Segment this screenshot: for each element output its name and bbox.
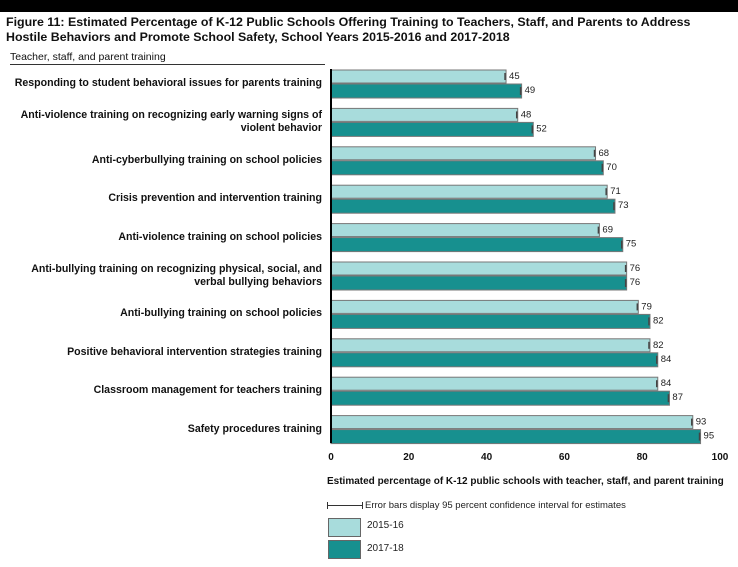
error-bar-note: Error bars display 95 percent confidence… [365, 500, 626, 511]
category-label: Anti-violence training on school policie… [118, 230, 322, 243]
category-label: Safety procedures training [187, 422, 322, 435]
bar-2015-16 [330, 107, 519, 122]
chart-title: Figure 11: Estimated Percentage of K-12 … [6, 15, 691, 44]
bar-2015-16 [330, 223, 600, 238]
category-label: Positive behavioral intervention strateg… [67, 345, 322, 358]
bar-2017-18 [330, 313, 651, 329]
category-label: Anti-cyberbullying training on school po… [91, 153, 322, 166]
bar-2017-18 [330, 352, 659, 368]
data-label: 76 [630, 263, 641, 274]
x-tick-label: 0 [328, 452, 334, 463]
legend-label-2017-18: 2017-18 [367, 543, 404, 554]
category-label: Crisis prevention and intervention train… [108, 192, 322, 205]
data-label: 75 [626, 239, 637, 250]
data-label: 76 [630, 277, 641, 288]
data-label: 69 [602, 225, 613, 236]
error-bar-legend-icon [327, 502, 363, 509]
data-label: 84 [661, 378, 672, 389]
bar-2015-16 [330, 69, 507, 84]
bar-2017-18 [330, 121, 534, 137]
x-tick-label: 20 [403, 452, 415, 463]
data-label: 87 [672, 392, 683, 403]
legend-label-2015-16: 2015-16 [367, 520, 404, 531]
bar-2015-16 [330, 415, 694, 430]
x-tick-label: 60 [559, 452, 571, 463]
data-label: 84 [661, 354, 672, 365]
data-label: 82 [653, 315, 664, 326]
data-label: 73 [618, 200, 629, 211]
data-label: 48 [521, 109, 532, 120]
bar-2017-18 [330, 429, 702, 445]
data-label: 49 [525, 85, 536, 96]
bar-2015-16 [330, 338, 651, 353]
data-label: 52 [536, 123, 547, 134]
data-label: 95 [704, 431, 715, 442]
category-axis-title: Teacher, staff, and parent training [10, 51, 166, 63]
data-label: 93 [696, 417, 707, 428]
bar-2017-18 [330, 83, 523, 99]
bar-2017-18 [330, 390, 670, 406]
legend-swatch-2017-18 [328, 540, 361, 559]
bar-2017-18 [330, 275, 628, 291]
data-label: 71 [610, 186, 621, 197]
data-label: 82 [653, 340, 664, 351]
x-axis-title: Estimated percentage of K-12 public scho… [327, 476, 724, 487]
data-label: 68 [599, 148, 610, 159]
category-label: Classroom management for teachers traini… [93, 384, 322, 397]
category-label: Anti-bullying training on school policie… [120, 307, 322, 320]
data-label: 79 [641, 301, 652, 312]
header-bar [0, 0, 738, 12]
bar-2017-18 [330, 198, 616, 214]
bar-2015-16 [330, 376, 659, 391]
x-tick-label: 100 [712, 452, 729, 463]
data-label: 45 [509, 71, 520, 82]
bar-2017-18 [330, 237, 624, 253]
data-label: 70 [606, 162, 617, 173]
category-label: Anti-bullying training on recognizing ph… [31, 263, 322, 288]
bar-2015-16 [330, 146, 597, 161]
x-tick-label: 40 [481, 452, 493, 463]
category-label: Anti-violence training on recognizing ea… [20, 109, 322, 135]
bar-2015-16 [330, 184, 608, 199]
bar-2017-18 [330, 160, 604, 176]
legend-swatch-2015-16 [328, 518, 361, 537]
section-underline [10, 64, 325, 65]
x-tick-label: 80 [637, 452, 649, 463]
bar-2015-16 [330, 299, 639, 314]
bar-2015-16 [330, 261, 628, 276]
category-label: Responding to student behavioral issues … [14, 77, 322, 89]
